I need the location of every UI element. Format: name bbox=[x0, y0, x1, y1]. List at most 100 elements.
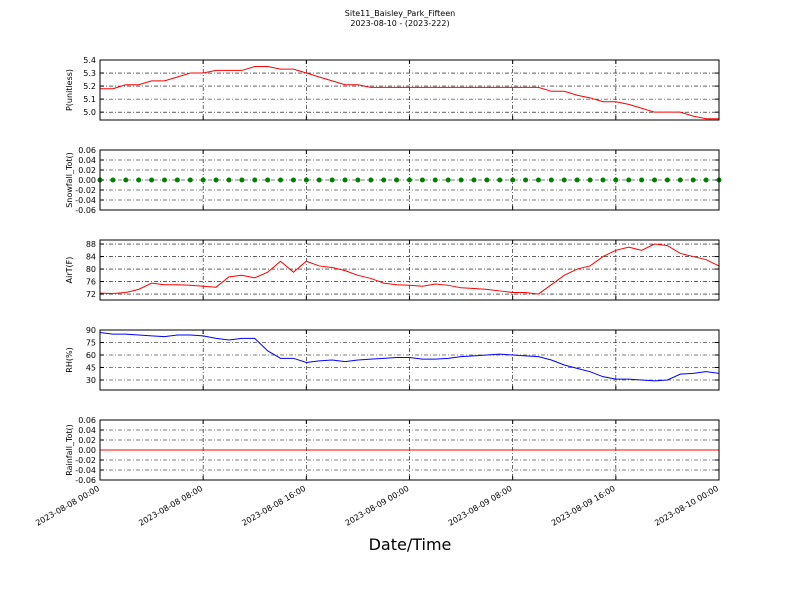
y-tick-label: 0.02 bbox=[78, 436, 96, 445]
y-tick-label: 45 bbox=[86, 364, 96, 373]
x-tick-label: 2023-08-09 08:00 bbox=[447, 484, 514, 528]
data-point bbox=[174, 177, 180, 183]
figure-title: Site11_Baisley_Park_Fifteen bbox=[345, 9, 455, 18]
data-point bbox=[548, 177, 554, 183]
y-axis-label: Snowfall_Tot() bbox=[65, 152, 74, 208]
y-tick-label: 0.02 bbox=[78, 166, 96, 175]
y-axis-label: Rainfall_Tot() bbox=[65, 424, 74, 476]
data-point bbox=[394, 177, 400, 183]
y-tick-label: 5.4 bbox=[83, 56, 96, 65]
y-tick-label: 75 bbox=[86, 339, 96, 348]
y-tick-label: -0.02 bbox=[75, 456, 96, 465]
x-tick-label: 2023-08-08 16:00 bbox=[240, 484, 307, 528]
x-axis-label: Date/Time bbox=[369, 535, 452, 554]
data-point bbox=[303, 177, 309, 183]
y-tick-label: 0.06 bbox=[78, 146, 96, 155]
plot-frame bbox=[99, 149, 720, 211]
y-axis-label: RH(%) bbox=[65, 347, 74, 372]
x-tick-label: 2023-08-08 00:00 bbox=[34, 484, 101, 528]
data-point bbox=[252, 177, 258, 183]
y-tick-label: 72 bbox=[86, 290, 96, 299]
data-point bbox=[497, 177, 503, 183]
y-tick-label: 0.00 bbox=[78, 176, 96, 185]
y-tick-label: -0.06 bbox=[75, 206, 96, 215]
y-tick-label: -0.02 bbox=[75, 186, 96, 195]
data-point bbox=[329, 177, 335, 183]
figure-subtitle: 2023-08-10 - (2023-222) bbox=[350, 19, 449, 28]
data-point bbox=[355, 177, 361, 183]
data-point bbox=[239, 177, 245, 183]
data-point bbox=[407, 177, 412, 183]
x-tick-label: 2023-08-09 16:00 bbox=[550, 484, 617, 528]
y-tick-label: 5.0 bbox=[83, 108, 96, 117]
data-point bbox=[639, 177, 645, 183]
data-point bbox=[213, 177, 219, 183]
y-tick-label: 5.2 bbox=[83, 82, 96, 91]
data-line bbox=[99, 332, 720, 382]
data-point bbox=[703, 177, 709, 183]
x-tick-label: 2023-08-10 00:00 bbox=[653, 484, 720, 528]
y-tick-label: 88 bbox=[86, 240, 96, 249]
data-point bbox=[161, 177, 167, 183]
y-tick-label: 0.06 bbox=[78, 416, 96, 425]
data-point bbox=[123, 177, 129, 183]
data-point bbox=[419, 177, 425, 183]
data-point bbox=[110, 177, 116, 183]
data-line bbox=[99, 243, 720, 295]
data-point bbox=[690, 177, 696, 183]
y-tick-label: -0.04 bbox=[75, 466, 96, 475]
data-point bbox=[136, 177, 142, 183]
data-point bbox=[523, 177, 529, 183]
data-point bbox=[600, 177, 606, 183]
x-tick-label: 2023-08-09 00:00 bbox=[344, 484, 411, 528]
data-point bbox=[149, 177, 155, 183]
y-tick-label: 76 bbox=[86, 278, 96, 287]
data-point bbox=[265, 177, 271, 183]
plot-frame bbox=[99, 329, 720, 391]
data-point bbox=[574, 177, 580, 183]
x-tick-label: 2023-08-08 08:00 bbox=[137, 484, 204, 528]
data-point bbox=[432, 177, 438, 183]
data-point bbox=[677, 177, 683, 183]
data-point bbox=[187, 177, 193, 183]
data-point bbox=[458, 177, 464, 183]
data-point bbox=[587, 177, 593, 183]
y-tick-label: -0.06 bbox=[75, 476, 96, 485]
y-tick-label: 0.04 bbox=[78, 156, 96, 165]
plot-frame bbox=[99, 239, 720, 301]
y-tick-label: 5.1 bbox=[83, 95, 96, 104]
y-tick-label: -0.04 bbox=[75, 196, 96, 205]
data-point bbox=[342, 177, 348, 183]
data-point bbox=[200, 177, 206, 183]
y-tick-label: 30 bbox=[86, 376, 96, 385]
data-point bbox=[471, 177, 477, 183]
y-tick-label: 90 bbox=[86, 326, 96, 335]
data-point bbox=[664, 177, 670, 183]
y-tick-label: 0.00 bbox=[78, 446, 96, 455]
y-axis-label: AirT(F) bbox=[65, 257, 74, 284]
data-point bbox=[226, 177, 232, 183]
data-point bbox=[510, 177, 516, 183]
plot-frame bbox=[99, 419, 720, 481]
y-tick-label: 60 bbox=[86, 351, 96, 360]
data-point bbox=[561, 177, 567, 183]
y-tick-label: 0.04 bbox=[78, 426, 96, 435]
data-point bbox=[484, 177, 490, 183]
data-point bbox=[278, 177, 284, 183]
data-point bbox=[316, 177, 322, 183]
data-point bbox=[652, 177, 658, 183]
data-point bbox=[535, 177, 541, 183]
data-point bbox=[290, 177, 296, 183]
y-axis-label: P(unitless) bbox=[65, 69, 74, 111]
y-tick-label: 84 bbox=[86, 253, 96, 262]
plot-frame bbox=[99, 59, 720, 121]
y-tick-label: 5.3 bbox=[83, 69, 96, 78]
data-point bbox=[626, 177, 632, 183]
data-point bbox=[445, 177, 451, 183]
y-tick-label: 80 bbox=[86, 265, 96, 274]
data-point bbox=[613, 177, 619, 183]
data-point bbox=[368, 177, 374, 183]
data-point bbox=[381, 177, 387, 183]
data-line bbox=[100, 66, 719, 120]
